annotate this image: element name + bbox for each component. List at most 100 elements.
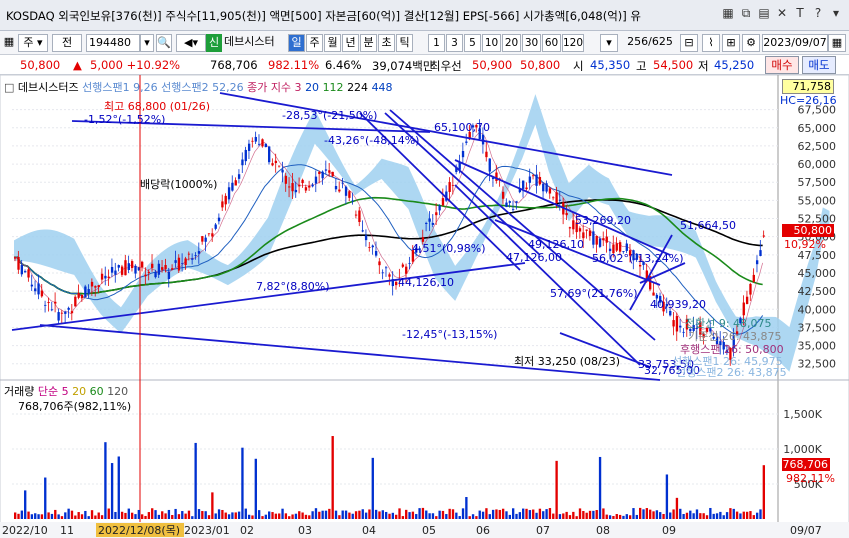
interval-button-60[interactable]: 60 xyxy=(542,34,561,52)
calendar-icon[interactable]: ▦ xyxy=(828,34,846,52)
copy-icon[interactable]: ⧉ xyxy=(741,6,751,20)
low-price: 45,250 xyxy=(714,58,755,72)
candle-body xyxy=(311,184,314,187)
legend-ma20: 20 xyxy=(305,81,320,94)
interval-button-3[interactable]: 3 xyxy=(446,34,463,52)
volume-bar xyxy=(358,510,361,519)
candle-body xyxy=(685,319,689,330)
candle-body xyxy=(622,251,625,252)
buy-button[interactable]: 매수 xyxy=(765,56,799,74)
volume-bar xyxy=(361,509,364,519)
search-icon[interactable]: 🔍 xyxy=(156,34,172,52)
volume-bar xyxy=(27,511,30,519)
compare-toggle[interactable]: ▾ xyxy=(600,34,618,52)
close-tab-icon[interactable]: ✕ xyxy=(776,6,788,20)
prev-button[interactable]: 전 xyxy=(52,34,82,52)
grid-icon[interactable]: ▦ xyxy=(722,6,734,20)
volume-bar xyxy=(572,511,575,519)
volume-bar xyxy=(284,513,288,519)
volume-bar xyxy=(47,512,50,519)
volume-bar xyxy=(565,511,568,519)
candle-body xyxy=(729,348,732,360)
volume-bar xyxy=(488,514,491,519)
indicator-icon[interactable]: ⌇ xyxy=(702,34,720,52)
volume-bar xyxy=(37,514,40,519)
ichimoku-label-3: 선행스팬1 26: 45,975 xyxy=(672,355,783,368)
settings-icon[interactable]: ⚙ xyxy=(742,34,760,52)
volume-bar xyxy=(685,512,689,519)
interval-button-20[interactable]: 20 xyxy=(502,34,521,52)
volume-bar xyxy=(538,508,542,519)
text-icon[interactable]: T xyxy=(796,6,804,20)
trend-annotation-9: 56,02°(-13,24%) xyxy=(592,252,684,265)
volume-bar xyxy=(174,508,177,519)
volume-bars xyxy=(14,436,765,519)
title-bar: KOSDAQ 외국인보유[376(천)] 주식수[11,905(천)] 액면[5… xyxy=(0,0,849,31)
volume-bar xyxy=(94,515,97,519)
trend-annotation-4: 53,269,20 xyxy=(575,214,631,227)
candle-body xyxy=(331,171,334,177)
stock-chart[interactable]: 67,500 65,000 62,500 60,000 57,500 55,000 52,5… xyxy=(0,75,849,538)
date-label-7: 05 xyxy=(422,524,436,537)
candle-body xyxy=(181,263,184,265)
volume-bar xyxy=(659,512,662,519)
best-bid: 50,800 xyxy=(520,58,561,72)
candle-body xyxy=(67,307,70,310)
volume-bar xyxy=(689,510,692,519)
code-input[interactable]: 194480 xyxy=(86,34,140,52)
candle-body xyxy=(558,199,562,201)
volume-bar xyxy=(344,510,348,519)
volume-bar xyxy=(478,510,481,519)
period-button-6[interactable]: 틱 xyxy=(396,34,413,52)
speaker-icon[interactable]: ◀▾ xyxy=(176,34,206,52)
interval-button-10[interactable]: 10 xyxy=(482,34,501,52)
volume-bar xyxy=(271,512,274,519)
period-button-4[interactable]: 분 xyxy=(360,34,377,52)
interval-button-5[interactable]: 5 xyxy=(464,34,481,52)
more-icon[interactable]: ▾ xyxy=(832,6,840,20)
volume-bar xyxy=(288,516,291,519)
zoom-out-icon[interactable]: ⊟ xyxy=(680,34,698,52)
volume-bar xyxy=(374,509,378,519)
interval-button-1[interactable]: 1 xyxy=(428,34,445,52)
period-button-2[interactable]: 월 xyxy=(324,34,341,52)
volume-bar xyxy=(291,514,294,519)
volume-bar xyxy=(341,510,344,519)
trend-annotation-3: -43,26°(-48,14%) xyxy=(324,134,420,147)
candle-body xyxy=(34,288,37,292)
trade-amount: 39,074백만 xyxy=(372,59,434,73)
volume-bar xyxy=(391,512,395,519)
volume-bar xyxy=(455,512,458,519)
date-input[interactable]: 2023/09/07 xyxy=(762,34,828,52)
period-button-0[interactable]: 일 xyxy=(288,34,305,52)
volume-bar xyxy=(151,508,154,519)
candle-body xyxy=(725,349,729,353)
candle-body xyxy=(411,250,415,262)
volume-bar xyxy=(161,511,164,519)
volume-bar xyxy=(578,508,582,519)
period-button-5[interactable]: 초 xyxy=(378,34,395,52)
volume-bar xyxy=(304,514,308,519)
zoom-in-icon[interactable]: ⊞ xyxy=(722,34,740,52)
candle-body xyxy=(294,189,298,193)
volume-bar xyxy=(448,508,451,519)
candle-body xyxy=(522,180,525,189)
question-icon[interactable]: ? xyxy=(814,6,822,20)
chart-type-icon[interactable]: ▤ xyxy=(758,6,770,20)
new-label[interactable]: 신 xyxy=(206,34,222,52)
candle-body xyxy=(468,131,471,140)
volume-bar xyxy=(719,511,722,519)
code-dropdown-icon[interactable]: ▾ xyxy=(140,34,154,52)
grid-menu-icon[interactable]: ▦ xyxy=(3,35,15,48)
period-button-1[interactable]: 주 xyxy=(306,34,323,52)
trend-line-5 xyxy=(454,159,671,256)
market-select[interactable]: 주 ▾ xyxy=(18,34,48,52)
trend-annotation-10: 7,82°(8,80%) xyxy=(256,280,330,293)
interval-button-120[interactable]: 120 xyxy=(562,34,584,52)
candle-body xyxy=(164,265,167,270)
volume-bar xyxy=(628,515,632,519)
volume-bar xyxy=(334,510,338,519)
sell-button[interactable]: 매도 xyxy=(802,56,836,74)
interval-button-30[interactable]: 30 xyxy=(522,34,541,52)
period-button-3[interactable]: 년 xyxy=(342,34,359,52)
